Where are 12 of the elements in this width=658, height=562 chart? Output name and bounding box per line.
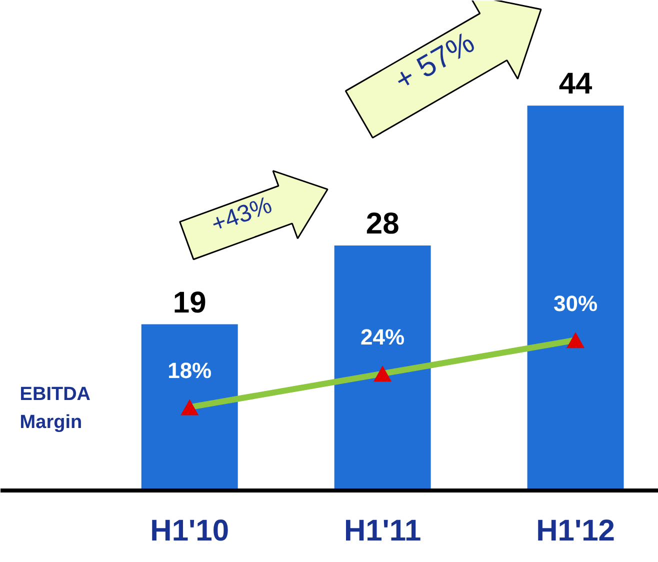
data-label: 19 [172, 286, 206, 320]
text: + 57% [389, 26, 480, 98]
data-label: 44 [558, 68, 593, 101]
data-label: 30% [554, 291, 598, 316]
x-tick-label: H1'10 [150, 514, 230, 548]
text: EBITDA Margin [20, 384, 91, 434]
x-tick-label: H1'12 [536, 514, 615, 548]
data-label: 18% [168, 358, 212, 384]
annotation: +43% [208, 192, 276, 238]
data-label: 24% [360, 324, 405, 350]
data-label: 28 [366, 208, 400, 241]
x-tick-label: H1'11 [344, 514, 422, 548]
